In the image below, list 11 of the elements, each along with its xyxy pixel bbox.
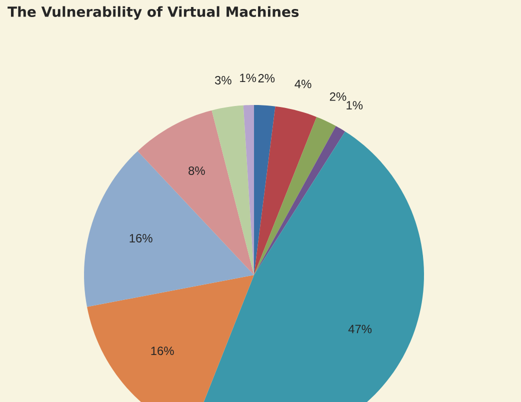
data-label: 2% <box>258 74 275 82</box>
data-label: 8% <box>188 166 205 175</box>
data-label: 16% <box>151 346 174 356</box>
data-label: 1% <box>240 74 256 82</box>
data-label: 3% <box>214 76 232 84</box>
data-label: 2% <box>330 92 346 101</box>
data-label: 4% <box>294 80 312 88</box>
data-label: 47% <box>348 324 372 334</box>
data-label: 1% <box>346 101 363 110</box>
chart-title: The Vulnerability of Virtual Machines <box>8 6 299 20</box>
data-label: 16% <box>130 234 152 242</box>
